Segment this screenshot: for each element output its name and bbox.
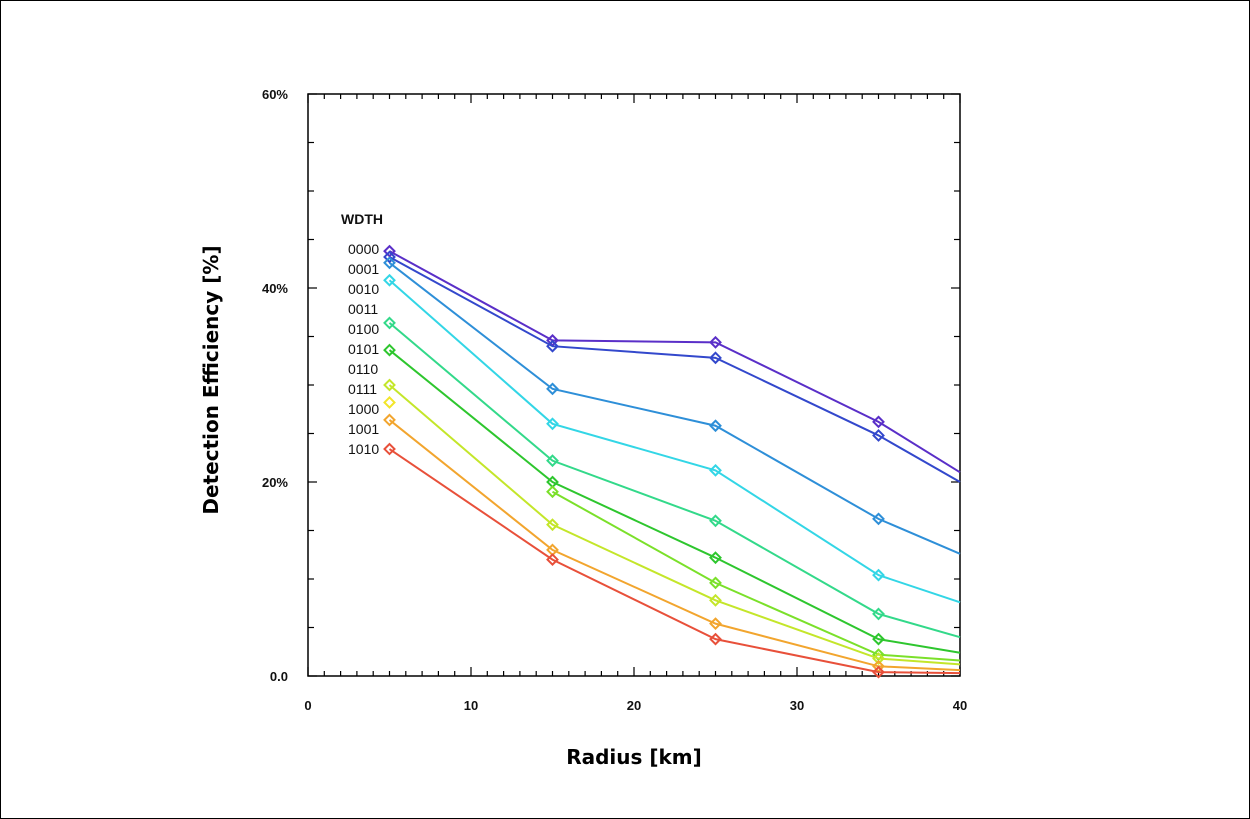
axes: 0 10 20 30 40 0.0 20% 40% 60% xyxy=(262,87,967,713)
data-point-marker xyxy=(383,343,396,357)
series-line xyxy=(552,490,961,662)
series-0111 xyxy=(383,378,961,666)
legend: 0000 0001 0010 0011 0100 0101 0110 0111 1000 1001… xyxy=(348,241,379,457)
y-tick-label: 60% xyxy=(262,87,288,102)
legend-label: 1000 xyxy=(348,401,379,417)
data-point-marker xyxy=(709,419,722,433)
data-point-marker xyxy=(872,512,885,526)
legend-label: 1010 xyxy=(348,441,379,457)
x-axis-title: Radius [km] xyxy=(566,745,702,769)
legend-label: 1001 xyxy=(348,421,379,437)
data-point-marker xyxy=(383,250,396,264)
series-line xyxy=(388,261,961,555)
data-point-marker xyxy=(709,463,722,477)
data-point-marker xyxy=(709,551,722,565)
series-0110 xyxy=(546,485,961,662)
legend-label: 0011 xyxy=(348,301,378,317)
data-point-marker xyxy=(546,382,559,396)
y-axis-title: Detection Efficiency [%] xyxy=(199,245,223,514)
data-point-marker xyxy=(872,648,885,662)
legend-label: 0110 xyxy=(348,361,378,377)
data-point-marker xyxy=(383,244,396,258)
data-point-marker xyxy=(546,518,559,532)
data-point-marker xyxy=(872,415,885,429)
series-0010 xyxy=(383,256,961,555)
series-line xyxy=(389,250,961,474)
y-tick-label: 40% xyxy=(262,281,288,296)
series-line xyxy=(389,256,961,483)
data-point-marker xyxy=(383,378,396,392)
data-point-marker xyxy=(709,351,722,365)
legend-label: 0001 xyxy=(348,261,379,277)
data-point-marker xyxy=(383,256,396,270)
series-0011 xyxy=(383,273,961,604)
data-point-marker xyxy=(546,485,559,499)
series-line xyxy=(388,279,961,604)
data-point-marker xyxy=(383,396,396,409)
data-point-marker xyxy=(383,442,396,456)
series-line xyxy=(388,322,961,639)
data-point-marker xyxy=(709,632,722,646)
series-0100 xyxy=(383,316,961,639)
plot-border xyxy=(307,93,961,677)
data-point-marker xyxy=(872,665,885,679)
legend-label: 0101 xyxy=(348,341,379,357)
x-tick-label: 10 xyxy=(464,698,478,713)
data-point-marker xyxy=(546,454,559,468)
data-point-marker xyxy=(872,652,885,665)
x-tick-label: 30 xyxy=(790,698,804,713)
series-0001 xyxy=(383,250,961,483)
data-point-marker xyxy=(709,617,722,631)
legend-label: 0010 xyxy=(348,281,379,297)
data-point-marker xyxy=(546,553,559,567)
legend-title: WDTH xyxy=(341,211,383,227)
series-line xyxy=(388,419,961,672)
series-line xyxy=(388,349,961,654)
data-point-marker xyxy=(546,339,559,353)
data-point-marker xyxy=(872,429,885,442)
series-lines xyxy=(383,244,961,679)
data-point-marker xyxy=(872,632,885,646)
data-point-marker xyxy=(709,335,722,349)
x-tick-label: 20 xyxy=(627,698,641,713)
data-point-marker xyxy=(872,568,885,582)
series-0000 xyxy=(383,244,961,474)
legend-label: 0100 xyxy=(348,321,379,337)
data-point-marker xyxy=(872,607,885,621)
x-tick-label: 40 xyxy=(953,698,967,713)
series-1000 xyxy=(383,396,396,409)
data-point-marker xyxy=(383,316,396,330)
data-point-marker xyxy=(383,273,396,287)
legend-label: 0111 xyxy=(348,381,377,397)
series-1010 xyxy=(383,442,961,679)
series-line xyxy=(388,448,961,675)
y-tick-label: 0.0 xyxy=(270,669,288,684)
x-tick-label: 0 xyxy=(304,698,311,713)
data-point-marker xyxy=(546,417,559,431)
legend-label: 0000 xyxy=(348,241,379,257)
data-point-marker xyxy=(383,413,396,427)
data-point-marker xyxy=(709,576,722,590)
data-point-marker xyxy=(709,593,722,607)
data-point-marker xyxy=(709,514,722,528)
y-tick-label: 20% xyxy=(262,475,288,490)
series-line xyxy=(388,384,961,666)
